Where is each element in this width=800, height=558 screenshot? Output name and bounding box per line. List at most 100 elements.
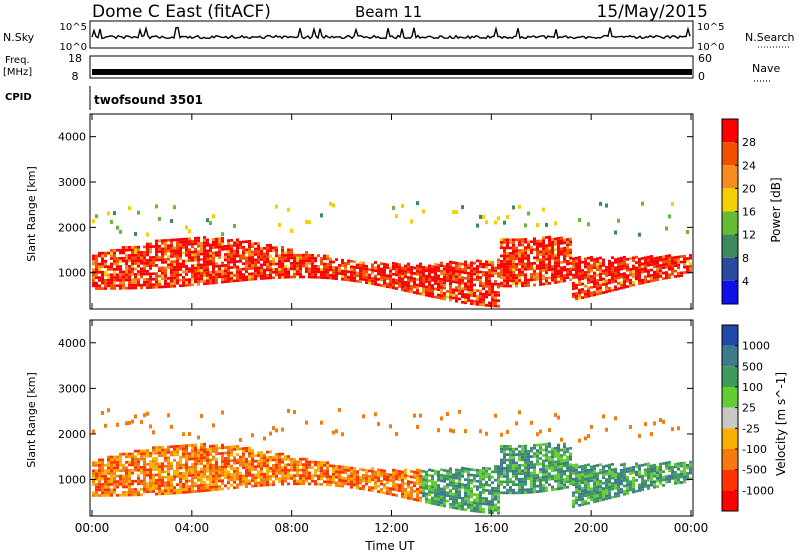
heatmap-cell: [182, 246, 185, 249]
heatmap-cell: [233, 461, 236, 465]
heatmap-cell: [512, 249, 515, 253]
heatmap-cell: [392, 283, 395, 287]
heatmap-cell: [425, 500, 428, 504]
heatmap-cell: [410, 276, 413, 280]
heatmap-cell: [398, 285, 401, 288]
heatmap-cell: [272, 270, 275, 274]
heatmap-cell: [248, 264, 251, 268]
heatmap-cell: [500, 238, 503, 241]
heatmap-cell: [683, 469, 686, 473]
heatmap-cell: [617, 287, 620, 291]
heatmap-cell: [512, 271, 515, 274]
heatmap-cell: [497, 511, 500, 515]
heatmap-cell: [587, 501, 590, 505]
heatmap-cell: [185, 463, 188, 467]
heatmap-cell: [575, 267, 578, 271]
heatmap-cell: [170, 282, 173, 286]
heatmap-cell: [281, 262, 284, 266]
heatmap-cell: [173, 238, 176, 242]
power-y-label: Slant Range [km]: [25, 166, 38, 262]
heatmap-cell: [458, 507, 461, 511]
heatmap-cell: [626, 475, 629, 479]
heatmap-cell: [548, 456, 551, 459]
heatmap-cell: [404, 476, 407, 480]
heatmap-cell: [419, 480, 422, 483]
heatmap-cell: [389, 274, 392, 278]
heatmap-cell: [215, 264, 218, 268]
heatmap-cell: [449, 467, 452, 471]
heatmap-cell: [605, 279, 608, 283]
heatmap-cell: [497, 465, 500, 469]
heatmap-cell: [188, 251, 191, 254]
heatmap-cell: [500, 432, 503, 437]
heatmap-cell: [206, 475, 209, 479]
heatmap-cell: [359, 261, 362, 264]
heatmap-cell: [428, 272, 431, 276]
heatmap-cell: [650, 470, 653, 473]
heatmap-cell: [443, 490, 446, 494]
heatmap-cell: [548, 458, 551, 462]
heatmap-cell: [440, 272, 443, 276]
heatmap-cell: [113, 458, 116, 462]
heatmap-cell: [203, 268, 206, 272]
heatmap-cell: [671, 264, 674, 268]
heatmap-cell: [593, 475, 596, 479]
heatmap-cell: [263, 271, 266, 275]
heatmap-cell: [665, 461, 668, 465]
heatmap-cell: [500, 469, 503, 473]
heatmap-cell: [506, 475, 509, 478]
heatmap-cell: [479, 295, 482, 298]
heatmap-cell: [413, 489, 416, 493]
heatmap-cell: [623, 275, 626, 278]
heatmap-cell: [275, 452, 278, 456]
heatmap-cell: [182, 491, 185, 494]
heatmap-cell: [155, 274, 158, 278]
heatmap-cell: [581, 269, 584, 272]
heatmap-cell: [473, 484, 476, 488]
heatmap-cell: [572, 502, 575, 506]
heatmap-cell: [257, 269, 260, 272]
heatmap-cell: [617, 282, 620, 285]
heatmap-cell: [524, 240, 527, 244]
heatmap-cell: [167, 467, 170, 471]
heatmap-cell: [503, 265, 506, 269]
heatmap-cell: [599, 490, 602, 494]
heatmap-cell: [329, 201, 332, 206]
heatmap-cell: [419, 276, 422, 279]
heatmap-cell: [479, 265, 482, 268]
heatmap-cell: [143, 474, 146, 477]
heatmap-cell: [269, 271, 272, 274]
heatmap-cell: [662, 258, 665, 261]
heatmap-cell: [284, 477, 287, 480]
heatmap-cell: [272, 262, 275, 266]
heatmap-cell: [239, 455, 242, 459]
heatmap-cell: [263, 274, 266, 277]
heatmap-cell: [470, 302, 473, 305]
heatmap-cell: [437, 428, 440, 433]
heatmap-cell: [509, 241, 512, 244]
heatmap-cell: [110, 483, 113, 486]
heatmap-cell: [398, 276, 401, 280]
heatmap-cell: [533, 479, 536, 483]
heatmap-cell: [266, 475, 269, 479]
heatmap-cell: [272, 474, 275, 478]
heatmap-cell: [128, 460, 131, 464]
heatmap-cell: [245, 460, 248, 464]
heatmap-cell: [107, 211, 110, 216]
heatmap-cell: [131, 283, 134, 287]
heatmap-cell: [611, 267, 614, 270]
heatmap-cell: [92, 260, 95, 263]
heatmap-cell: [581, 470, 584, 474]
heatmap-cell: [413, 470, 416, 474]
heatmap-cell: [677, 271, 680, 275]
heatmap-cell: [662, 475, 665, 479]
heatmap-cell: [593, 497, 596, 501]
heatmap-cell: [170, 450, 173, 454]
heatmap-cell: [467, 506, 470, 509]
heatmap-cell: [137, 493, 140, 497]
heatmap-cell: [221, 264, 224, 268]
heatmap-cell: [284, 259, 287, 263]
heatmap-cell: [236, 276, 239, 280]
heatmap-cell: [296, 482, 299, 486]
heatmap-cell: [545, 486, 548, 490]
